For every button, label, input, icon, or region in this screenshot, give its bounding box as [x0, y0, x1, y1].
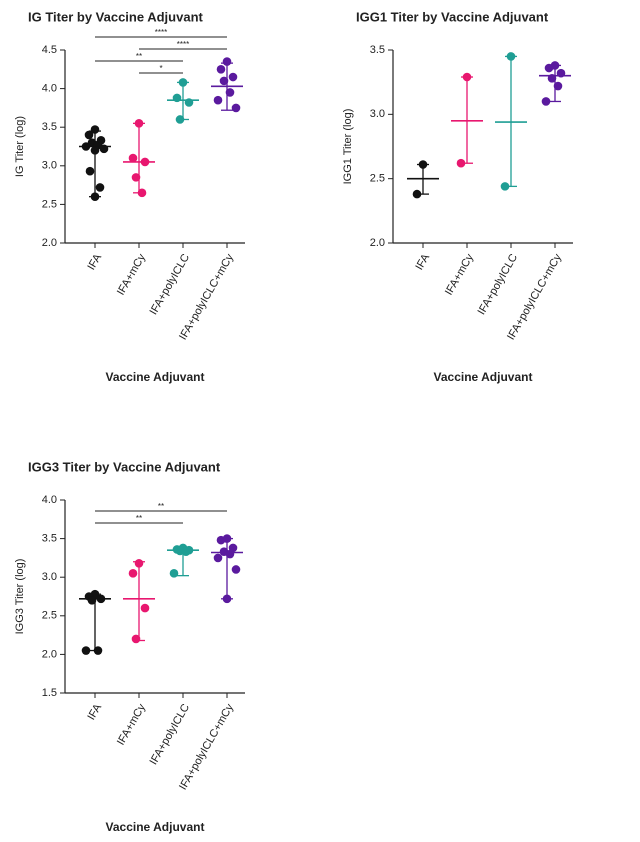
- data-point: [81, 142, 91, 151]
- data-point: [556, 68, 566, 78]
- data-point: [225, 549, 235, 559]
- x-tick-label: IFA+mCy: [443, 252, 476, 298]
- data-point: [506, 52, 516, 61]
- data-point: [90, 125, 100, 134]
- data-point: [231, 103, 241, 113]
- y-tick-label: 2.0: [370, 237, 385, 249]
- data-point: [178, 78, 188, 87]
- x-axis-title: Vaccine Adjuvant: [434, 370, 533, 384]
- data-point: [84, 130, 94, 140]
- x-tick-label: IFA+mCy: [115, 702, 148, 748]
- data-point: [140, 157, 150, 167]
- significance-label: ****: [155, 28, 167, 37]
- data-point: [456, 158, 466, 168]
- y-tick-label: 2.5: [370, 173, 385, 185]
- x-axis-title: Vaccine Adjuvant: [106, 370, 205, 384]
- chart-title: IG Titer by Vaccine Adjuvant: [28, 9, 204, 24]
- data-point: [87, 596, 97, 605]
- y-tick-label: 3.5: [370, 44, 385, 56]
- data-point: [85, 166, 95, 176]
- data-point: [128, 569, 138, 578]
- x-tick-label: IFA+mCy: [115, 252, 148, 298]
- data-point: [541, 97, 551, 106]
- y-tick-label: 4.0: [42, 83, 57, 95]
- data-point: [140, 603, 150, 613]
- data-point: [90, 192, 100, 201]
- chart-title: IGG3 Titer by Vaccine Adjuvant: [28, 459, 221, 474]
- y-tick-label: 2.5: [42, 610, 57, 622]
- data-point: [222, 57, 232, 66]
- data-point: [553, 81, 563, 91]
- data-point: [134, 119, 144, 128]
- data-point: [99, 144, 109, 154]
- data-point: [95, 183, 105, 192]
- data-point: [172, 93, 182, 103]
- data-point: [418, 160, 428, 169]
- x-tick-label: IFA: [413, 251, 432, 272]
- y-axis-title: IG Titer (log): [14, 116, 26, 177]
- significance-label: **: [158, 502, 164, 511]
- y-tick-label: 3.5: [42, 533, 57, 545]
- x-axis-title: Vaccine Adjuvant: [106, 820, 205, 834]
- y-tick-label: 3.5: [42, 121, 57, 133]
- data-point: [547, 74, 557, 83]
- x-tick-label: IFA: [85, 251, 104, 272]
- data-point: [90, 146, 100, 155]
- data-point: [228, 72, 238, 82]
- data-point: [225, 88, 235, 97]
- data-point: [500, 182, 510, 191]
- data-point: [213, 553, 223, 563]
- x-tick-label: IFA+polyICLC: [148, 252, 193, 317]
- data-point: [81, 646, 91, 655]
- y-tick-label: 1.5: [42, 687, 57, 699]
- y-tick-label: 3.0: [42, 571, 57, 583]
- significance-label: **: [136, 514, 142, 523]
- data-point: [137, 188, 147, 198]
- y-axis-title: IGG3 Titer (log): [14, 559, 26, 635]
- x-tick-label: IFA: [85, 701, 104, 722]
- data-point: [128, 153, 138, 163]
- data-point: [462, 72, 472, 82]
- data-point: [131, 634, 141, 644]
- data-point: [412, 189, 422, 199]
- y-tick-label: 2.0: [42, 237, 57, 249]
- data-point: [544, 63, 554, 73]
- data-point: [219, 76, 229, 86]
- data-point: [175, 115, 185, 124]
- y-tick-label: 4.5: [42, 44, 57, 56]
- data-point: [216, 65, 226, 74]
- data-point: [181, 547, 191, 557]
- data-point: [93, 646, 103, 655]
- x-tick-label: IFA+polyICLC: [476, 252, 521, 317]
- y-tick-label: 3.0: [370, 108, 385, 120]
- chart-title: IGG1 Titer by Vaccine Adjuvant: [356, 9, 549, 24]
- data-point: [184, 98, 194, 107]
- x-tick-label: IFA+polyICLC: [148, 702, 193, 767]
- y-tick-label: 3.0: [42, 160, 57, 172]
- y-axis-title: IGG1 Titer (log): [342, 109, 354, 185]
- significance-label: *: [159, 64, 162, 73]
- data-point: [222, 594, 232, 604]
- data-point: [131, 173, 141, 182]
- significance-label: ****: [177, 40, 189, 49]
- y-tick-label: 2.5: [42, 198, 57, 210]
- data-point: [231, 565, 241, 574]
- y-tick-label: 4.0: [42, 494, 57, 506]
- y-tick-label: 2.0: [42, 648, 57, 660]
- data-point: [134, 559, 144, 568]
- data-point: [96, 594, 106, 604]
- significance-label: **: [136, 52, 142, 61]
- data-point: [213, 95, 223, 105]
- data-point: [216, 535, 226, 545]
- data-point: [169, 569, 179, 578]
